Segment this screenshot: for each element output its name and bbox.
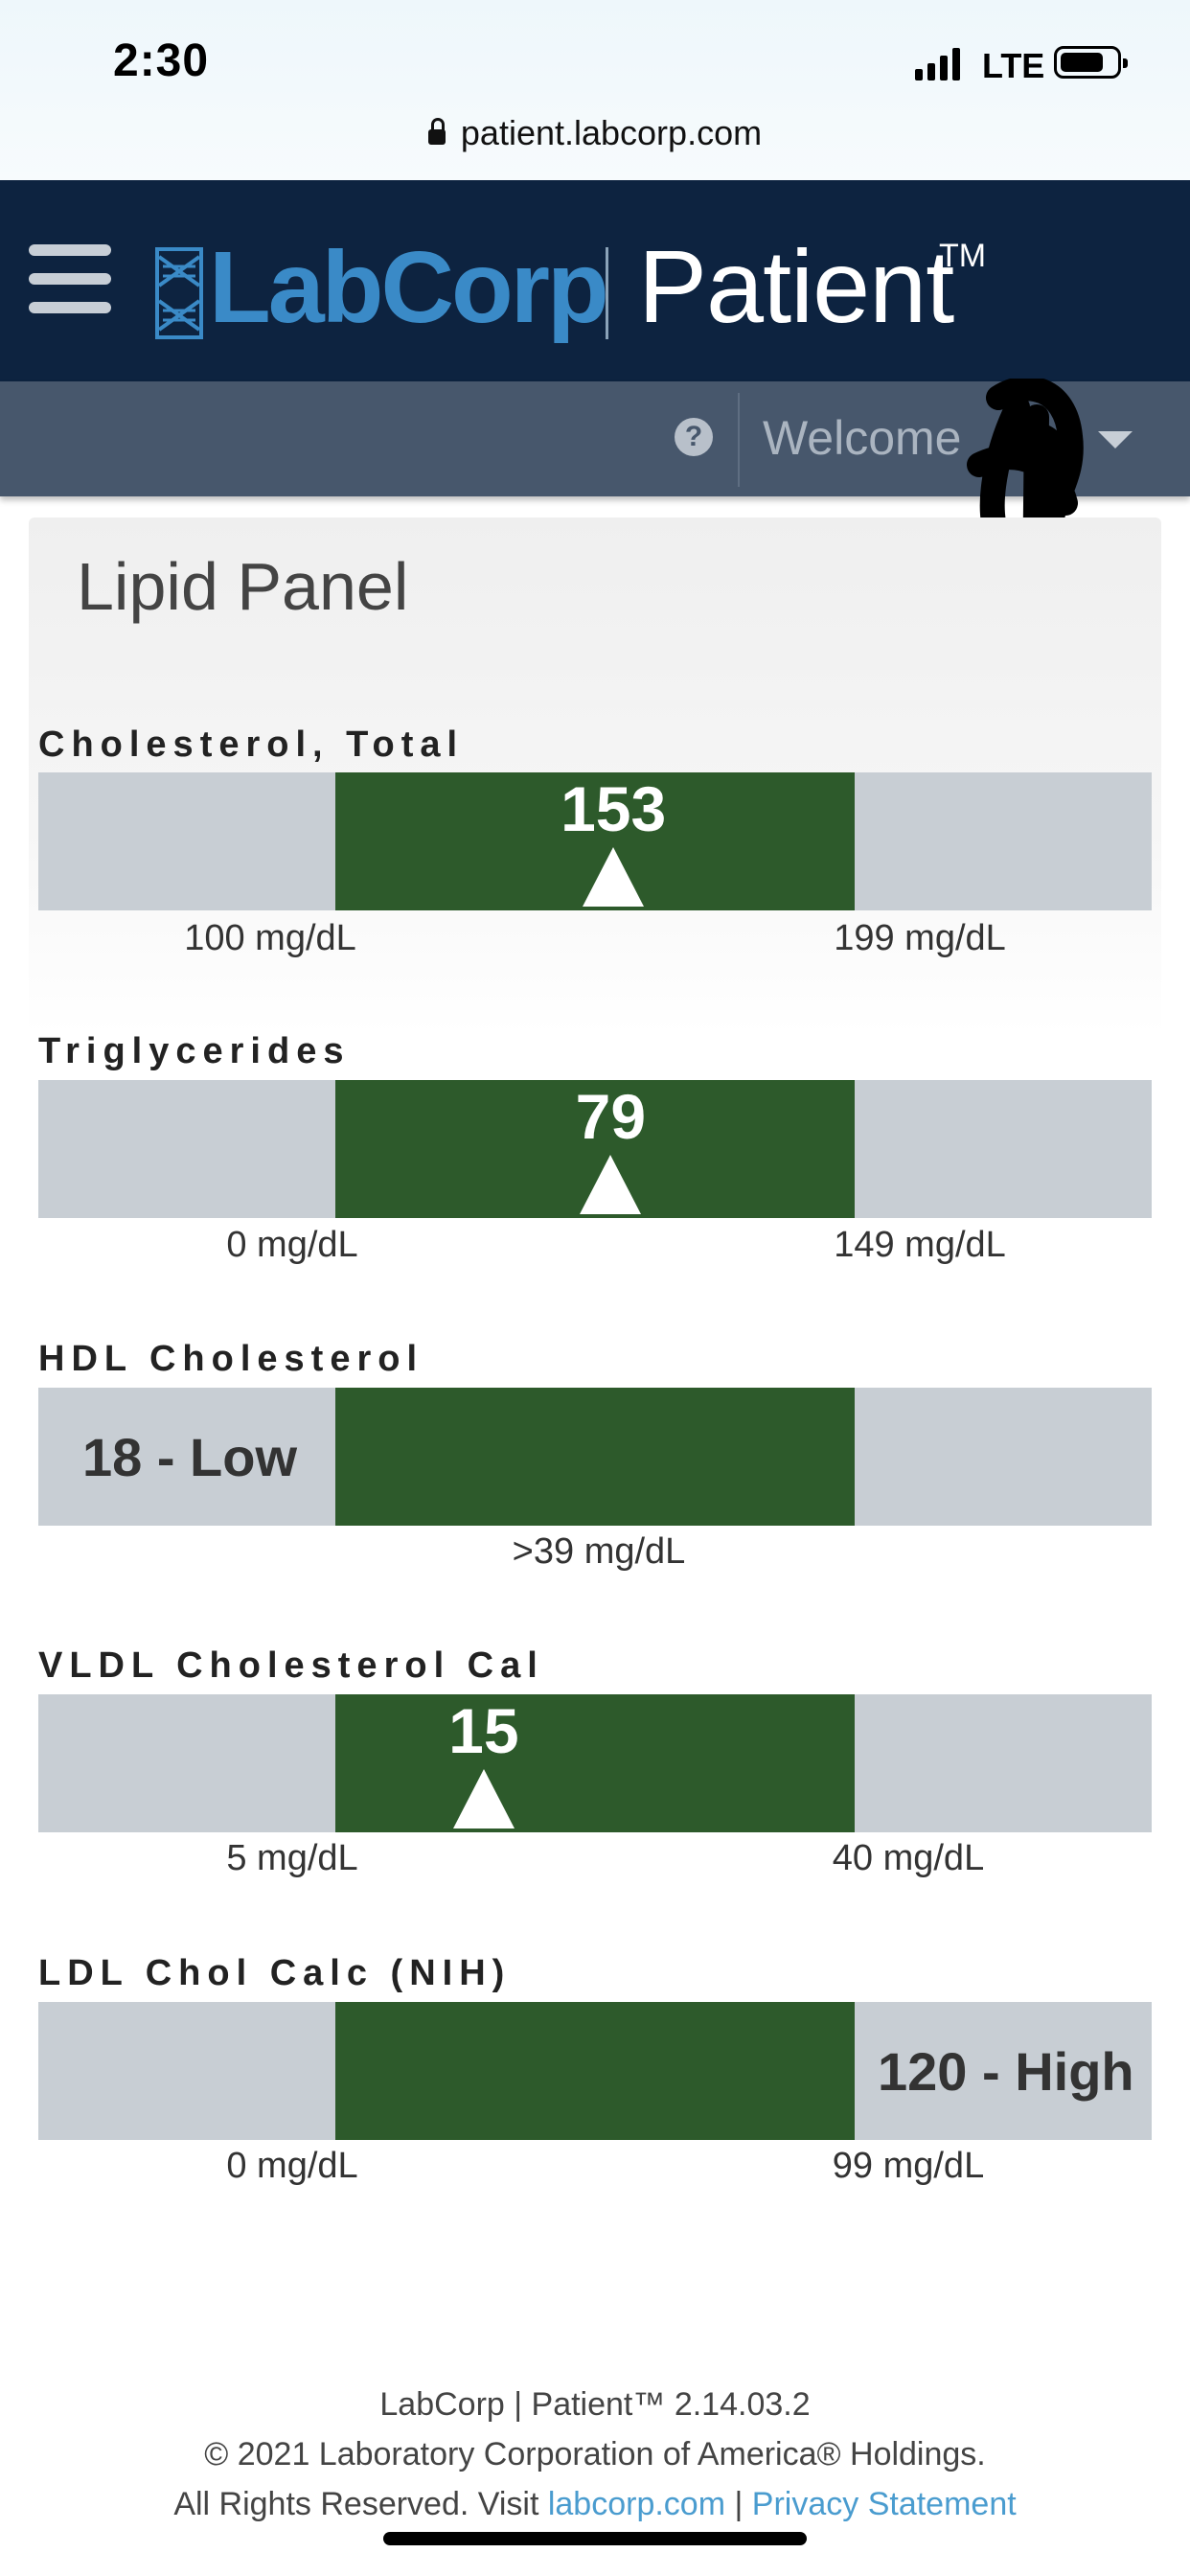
result-flag-low: 18 - Low <box>82 1427 298 1487</box>
result-value: 79 <box>575 1081 647 1152</box>
range-low-label: 100 mg/dL <box>184 918 356 958</box>
test-label-ldl: LDL Chol Calc (NIH) <box>38 1953 512 1993</box>
status-time: 2:30 <box>113 35 210 86</box>
signal-icon <box>915 46 960 80</box>
brand-logo-text[interactable]: LabCorp <box>209 231 609 344</box>
product-name: Patient <box>638 228 954 344</box>
range-high-label: 40 mg/dL <box>832 1838 985 1878</box>
footer-rights: All Rights Reserved. Visit labcorp.com |… <box>0 2486 1190 2523</box>
test-label-vldl: VLDL Cholesterol Cal <box>38 1645 544 1686</box>
result-marker <box>452 1769 515 1828</box>
status-bar <box>0 0 1190 180</box>
url-bar[interactable]: patient.labcorp.com <box>0 113 1190 153</box>
app-header <box>0 180 1190 381</box>
privacy-statement-link[interactable]: Privacy Statement <box>751 2486 1017 2522</box>
logo-divider <box>606 247 608 339</box>
gauge-bar-vldl: 15 <box>38 1694 1152 1832</box>
battery-icon <box>1054 46 1128 79</box>
result-flag-high: 120 - High <box>878 2041 1134 2102</box>
help-icon[interactable]: ? <box>675 418 713 456</box>
lock-icon <box>427 118 446 145</box>
test-label-cholesterol: Cholesterol, Total <box>38 724 465 765</box>
result-marker <box>583 847 645 907</box>
gauge-bar-triglycerides: 79 <box>38 1080 1152 1218</box>
gauge-bar-hdl: 18 - Low <box>38 1388 1152 1526</box>
test-label-hdl: HDL Cholesterol <box>38 1339 424 1379</box>
range-high-label: 149 mg/dL <box>834 1225 1006 1265</box>
network-label: LTE <box>982 46 1045 85</box>
subnav-divider <box>738 393 740 487</box>
range-low-label: 0 mg/dL <box>226 1225 358 1265</box>
trademark-mark: TM <box>939 238 987 274</box>
url-text: patient.labcorp.com <box>460 113 763 152</box>
gauge-bar-ldl: 120 - High <box>38 2002 1152 2140</box>
footer-version: LabCorp | Patient™ 2.14.03.2 <box>379 2386 811 2423</box>
range-high-label: 199 mg/dL <box>834 918 1006 958</box>
normal-range-band <box>335 1694 855 1832</box>
range-threshold-label: >39 mg/dL <box>512 1531 686 1572</box>
hamburger-menu-icon[interactable] <box>29 244 111 331</box>
range-low-label: 5 mg/dL <box>226 1838 358 1878</box>
range-low-label: 0 mg/dL <box>226 2146 358 2186</box>
test-label-triglycerides: Triglycerides <box>38 1031 351 1071</box>
welcome-user-menu[interactable]: Welcome <box>763 411 962 465</box>
labcorp-site-link[interactable]: labcorp.com <box>547 2486 726 2522</box>
normal-range-band <box>335 1388 855 1526</box>
chevron-down-icon[interactable] <box>1098 431 1133 448</box>
result-value: 15 <box>448 1695 519 1766</box>
redaction-scribble <box>967 379 1084 609</box>
footer-separator: | <box>734 2486 744 2522</box>
range-high-label: 99 mg/dL <box>832 2146 985 2186</box>
labcorp-logo-icon <box>155 247 203 339</box>
gauge-bar-cholesterol: 153 <box>38 772 1152 910</box>
footer-copyright: © 2021 Laboratory Corporation of America… <box>204 2436 986 2472</box>
result-value: 153 <box>561 773 667 844</box>
normal-range-band <box>335 2002 855 2140</box>
result-marker <box>580 1155 642 1214</box>
home-indicator[interactable] <box>383 2532 807 2545</box>
panel-title: Lipid Panel <box>77 549 409 624</box>
footer-rights-text: All Rights Reserved. Visit <box>173 2486 539 2522</box>
